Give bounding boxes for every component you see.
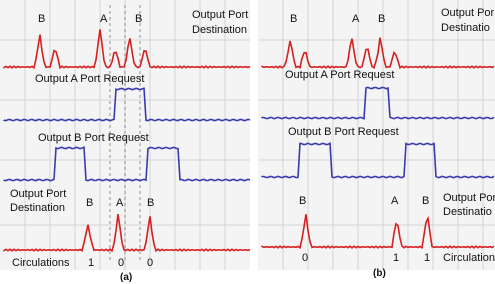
peak-label: A bbox=[391, 195, 399, 207]
peak-label: B bbox=[86, 197, 93, 209]
trace-title: Output Port bbox=[192, 9, 248, 21]
trace-title: Output Por bbox=[443, 192, 495, 204]
peak-label: A bbox=[116, 197, 124, 209]
circulations-label: Circulations bbox=[12, 257, 70, 269]
circulation-count: 1 bbox=[424, 252, 430, 264]
panel-caption: (b) bbox=[373, 268, 386, 279]
peak-label: B bbox=[422, 195, 429, 207]
trace-title: Destinatio bbox=[441, 22, 490, 34]
peak-label: B bbox=[135, 13, 142, 25]
circulation-count: 1 bbox=[393, 252, 399, 264]
peak-label: B bbox=[299, 195, 306, 207]
circulation-count: 0 bbox=[118, 257, 124, 269]
panel-caption: (a) bbox=[120, 272, 132, 283]
figure: B A B Output Port Destination Output A P… bbox=[0, 0, 495, 284]
circulation-count: 1 bbox=[88, 257, 94, 269]
trace-title: Destination bbox=[192, 24, 247, 36]
trace-title: Output B Port Request bbox=[288, 126, 399, 138]
trace-title: Destination bbox=[10, 202, 65, 214]
circulation-count: 0 bbox=[302, 252, 308, 264]
peak-label: B bbox=[378, 13, 385, 25]
circulation-count: 0 bbox=[147, 257, 153, 269]
peak-label: A bbox=[352, 13, 360, 25]
trace-title: Output Port bbox=[10, 188, 66, 200]
trace-title: Destinatio bbox=[443, 206, 492, 218]
peak-label: B bbox=[147, 197, 154, 209]
trace-title: Output B Port Request bbox=[38, 132, 149, 144]
circulations-label: Circulation bbox=[443, 252, 495, 264]
peak-label: B bbox=[38, 13, 45, 25]
peak-label: B bbox=[290, 13, 297, 25]
peak-label: A bbox=[100, 13, 108, 25]
trace-title: Output Por bbox=[441, 7, 495, 19]
trace-title: Output A Port Request bbox=[285, 69, 394, 81]
trace-title: Output A Port Request bbox=[35, 73, 144, 85]
